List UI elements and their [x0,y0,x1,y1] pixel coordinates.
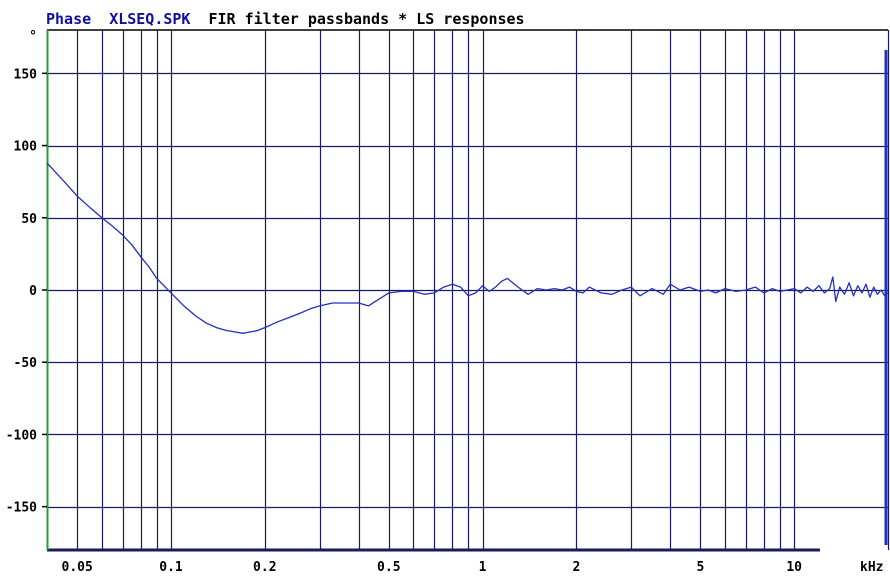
y-tick-label: 100 [14,140,38,155]
y-tick-label: 50 [21,212,37,227]
y-tick-label: 150 [14,67,38,82]
x-axis-unit-label: kHz [860,560,883,575]
x-tick-label: 5 [696,560,704,575]
y-tick-labels: 150 100 50 0 -50 -100 -150 [6,67,47,516]
chart-title-file: XLSEQ.SPK [109,10,190,28]
x-tick-label: 10 [786,560,802,575]
y-axis-unit-label: ° [29,29,37,44]
y-tick-label: -150 [6,501,37,516]
chart-title-rest: FIR filter passbands * LS responses [209,10,525,28]
x-tick-labels: 0.05 0.1 0.2 0.5 1 2 5 10 [62,560,803,575]
x-tick-label: 1 [479,560,487,575]
chart-title: Phase XLSEQ.SPK FIR filter passbands * L… [46,10,525,28]
x-tick-label: 0.2 [253,560,276,575]
y-tick-label: -100 [6,428,37,443]
phase-series-line [46,162,889,334]
chart-title-prefix: Phase [46,10,91,28]
y-tick-label: -50 [14,356,38,371]
axes [46,29,888,552]
x-tick-label: 0.5 [377,560,400,575]
x-tick-label: 2 [572,560,580,575]
y-tick-label: 0 [29,284,37,299]
x-tick-label: 0.05 [62,560,93,575]
phase-trace-layer [46,162,889,334]
x-tick-label: 0.1 [159,560,183,575]
